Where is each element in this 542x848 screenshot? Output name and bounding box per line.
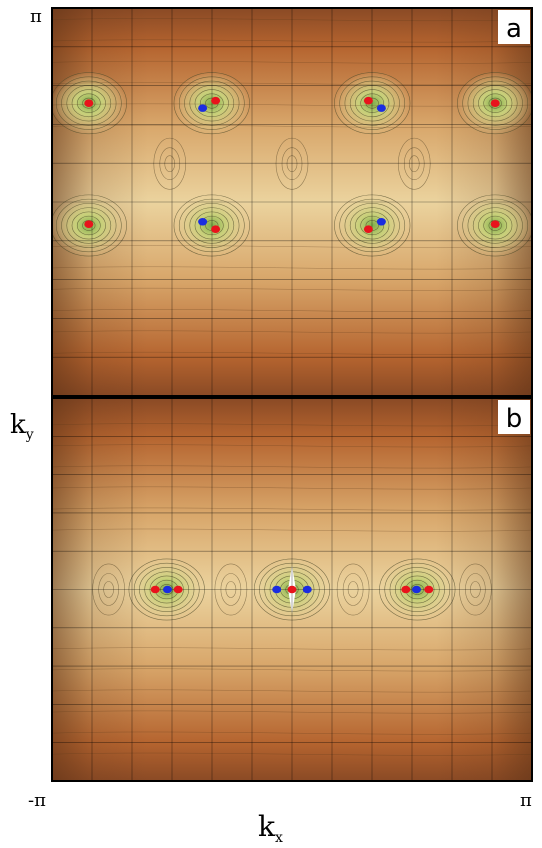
contour-line <box>472 207 518 244</box>
red-point <box>490 220 500 229</box>
red-point <box>84 220 94 229</box>
contour-line <box>457 72 532 135</box>
contour-line <box>462 76 529 130</box>
panel-b: b <box>51 397 533 782</box>
red-point <box>211 225 221 233</box>
panel-frame <box>51 397 533 782</box>
contour-line <box>408 155 420 173</box>
blue-point <box>162 585 172 594</box>
contour-line <box>61 80 117 126</box>
contour-line <box>457 194 532 257</box>
panel-a: a <box>51 7 533 397</box>
contour-line <box>82 97 96 109</box>
panel-label-box <box>498 400 530 434</box>
red-point <box>84 99 94 107</box>
contour-line <box>71 89 106 118</box>
contour-line <box>478 211 513 240</box>
contour-line <box>153 137 187 190</box>
red-point <box>287 585 297 594</box>
red-point <box>173 585 183 594</box>
panel-label: b <box>506 404 523 434</box>
contour-line <box>66 207 112 244</box>
contour-line <box>488 97 502 109</box>
contour-line <box>76 93 101 113</box>
contour-line <box>52 194 127 257</box>
contour-line <box>76 215 101 236</box>
kx-min-tick: -π <box>28 790 46 811</box>
contour-line <box>397 137 431 190</box>
contour-line <box>159 147 181 181</box>
red-point <box>424 585 434 594</box>
blue-point <box>272 585 282 594</box>
contour-line <box>467 80 523 126</box>
ky-axis-label: ky <box>10 410 34 443</box>
contour-line <box>488 220 502 231</box>
contour-line <box>71 211 106 240</box>
contour-line <box>403 147 425 181</box>
red-point <box>363 96 373 105</box>
ky-max-tick: π <box>30 6 42 27</box>
kx-max-tick: π <box>520 790 532 811</box>
contour-line <box>52 72 127 135</box>
panel-frame <box>51 7 533 397</box>
contour-line <box>55 76 122 130</box>
contour-line <box>164 155 176 173</box>
blue-point <box>198 217 208 226</box>
blue-point <box>198 104 208 112</box>
contour-line <box>462 198 529 253</box>
blue-point <box>376 104 386 112</box>
blue-point <box>302 585 312 594</box>
red-point <box>363 225 373 233</box>
contour-line <box>483 215 508 236</box>
contour-line <box>82 220 96 231</box>
panel-label-box <box>498 10 530 44</box>
blue-point <box>376 217 386 226</box>
red-point <box>401 585 411 594</box>
contour-line <box>483 93 508 113</box>
contour-line <box>467 203 523 248</box>
contour-line <box>61 203 117 248</box>
panel-label: a <box>506 14 522 44</box>
red-point <box>490 99 500 107</box>
red-point <box>150 585 160 594</box>
contour-line <box>478 89 513 118</box>
kx-axis-label: kx <box>258 810 283 846</box>
red-point <box>211 96 221 105</box>
contour-line <box>55 198 122 253</box>
blue-point <box>412 585 422 594</box>
